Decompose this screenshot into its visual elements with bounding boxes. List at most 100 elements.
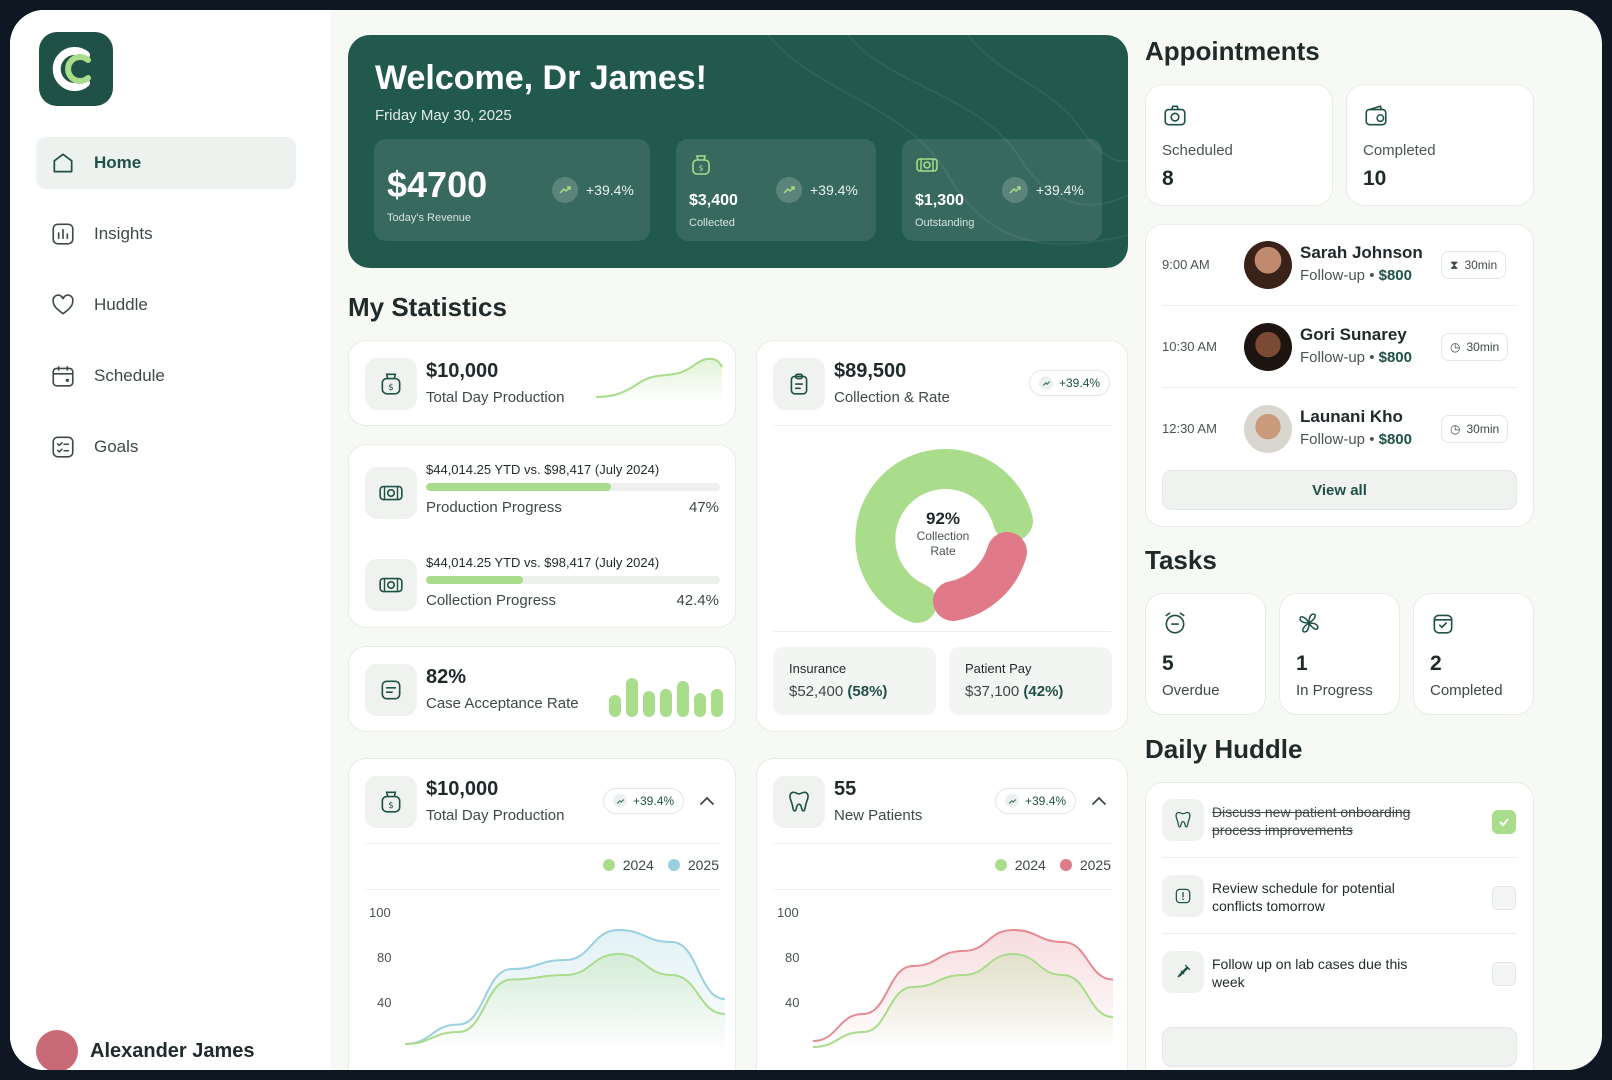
appointment-row[interactable]: 10:30 AM Gori Sunarey Follow-up • $800 ◷… (1162, 307, 1517, 387)
divider (1162, 387, 1517, 388)
series-area-2024 (405, 954, 725, 1049)
revenue-label: Today's Revenue (387, 212, 472, 224)
case-acceptance-bars (609, 678, 723, 717)
collection-label: Collection & Rate (834, 389, 950, 406)
y-tick-label: 40 (785, 995, 800, 1010)
clock-icon: ◷ (1450, 340, 1461, 354)
wallet-check-icon (1365, 105, 1387, 126)
current-date: Friday May 30, 2025 (375, 107, 512, 124)
nav-item-goals[interactable]: Goals (36, 421, 296, 473)
trend-up-icon (552, 177, 578, 203)
collection-progress-fill (426, 576, 524, 584)
nav-label: Home (94, 153, 142, 172)
huddle-checkbox[interactable] (1492, 886, 1516, 910)
calendar-icon (52, 366, 74, 387)
nav-item-home[interactable]: Home (36, 137, 296, 189)
divider (1162, 933, 1517, 934)
alert-icon (1162, 875, 1204, 917)
patients-chart-card: 55 New Patients +39.4% 2024 2025 100 80 … (756, 758, 1128, 1070)
task-count: 2 (1430, 652, 1442, 675)
nav-item-schedule[interactable]: Schedule (36, 350, 296, 402)
pinwheel-icon (1299, 613, 1319, 633)
y-tick-label: 100 (777, 905, 799, 920)
huddle-checkbox[interactable] (1492, 962, 1516, 986)
clipboard-icon (790, 373, 808, 395)
series-line-2024 (813, 952, 1113, 1048)
chevron-up-icon[interactable] (697, 791, 717, 811)
svg-text:$: $ (698, 164, 703, 173)
total-production-card[interactable]: $ $10,000 Total Day Production (348, 340, 736, 426)
series-line-2025 (813, 928, 1113, 1042)
revenue-trend: +39.4% (552, 177, 634, 203)
outstanding-value: $1,300 (915, 192, 964, 209)
nav-item-insights[interactable]: Insights (36, 208, 296, 260)
collected-trend: +39.4% (776, 177, 858, 203)
divider (1162, 857, 1517, 858)
progress-card: $44,014.25 YTD vs. $98,417 (July 2024) P… (348, 444, 736, 628)
patients-label: New Patients (834, 807, 923, 824)
scheduled-card[interactable]: Scheduled 8 (1145, 84, 1333, 206)
appointment-price: $800 (1378, 267, 1412, 284)
app-logo[interactable] (39, 32, 113, 106)
insurance-value: $52,400 (789, 683, 844, 700)
huddle-item[interactable]: Discuss new patient onboarding process i… (1162, 783, 1517, 857)
task-label: Completed (1430, 682, 1503, 699)
collection-progress-percent: 42.4% (676, 592, 719, 609)
legend-item-2025: 2025 (667, 857, 719, 873)
user-profile[interactable]: Alexander James (36, 1030, 255, 1070)
appointments-list-card: 9:00 AM Sarah Johnson Follow-up • $800 ⧗… (1145, 224, 1534, 527)
trend-value: +39.4% (1025, 794, 1067, 808)
huddle-item[interactable]: Review schedule for potential conflicts … (1162, 859, 1517, 933)
svg-text:$: $ (388, 801, 394, 811)
patients-area-chart (813, 928, 1113, 1049)
huddle-item[interactable]: Follow up on lab cases due this week (1162, 935, 1517, 1009)
legend-label: 2024 (1014, 857, 1046, 873)
collected-label: Collected (689, 217, 735, 229)
task-overdue-card[interactable]: 5 Overdue (1145, 593, 1266, 715)
task-completed-card[interactable]: 2 Completed (1413, 593, 1534, 715)
chart-production-label: Total Day Production (426, 807, 565, 824)
y-tick-label: 40 (377, 995, 392, 1010)
nav-item-huddle[interactable]: Huddle (36, 279, 296, 331)
tasks-title: Tasks (1145, 545, 1217, 575)
completed-appointments-card[interactable]: Completed 10 (1346, 84, 1534, 206)
donut-center-label-2: Rate (930, 544, 956, 558)
donut-center-label-1: Collection (916, 529, 970, 543)
scheduled-label: Scheduled (1162, 142, 1233, 159)
legend-item-2025: 2025 (1059, 857, 1111, 873)
insurance-pct: (58%) (847, 683, 888, 700)
collected-card[interactable]: $ $3,400 Collected +39.4% (676, 139, 876, 241)
collection-value: $89,500 (834, 360, 907, 382)
task-count: 1 (1296, 652, 1308, 675)
appointments-title: Appointments (1145, 36, 1320, 66)
task-in-progress-card[interactable]: 1 In Progress (1279, 593, 1400, 715)
task-count: 5 (1162, 652, 1174, 675)
clock-icon: ◷ (1450, 422, 1461, 436)
avatar (1244, 323, 1292, 371)
donut-arc-remaining (933, 532, 1027, 621)
sidebar: Home Insights Huddle Schedule Goals Alex… (10, 10, 330, 1070)
case-acceptance-label: Case Acceptance Rate (426, 695, 579, 712)
app-frame: Home Insights Huddle Schedule Goals Alex… (10, 10, 1602, 1070)
appointment-time: 10:30 AM (1162, 339, 1217, 354)
outstanding-card[interactable]: $1,300 Outstanding +39.4% (902, 139, 1102, 241)
view-all-button[interactable]: View all (1162, 470, 1517, 510)
production-progress-caption: $44,014.25 YTD vs. $98,417 (July 2024) (426, 462, 660, 477)
huddle-more-button[interactable] (1162, 1027, 1517, 1067)
completed-value: 10 (1363, 167, 1387, 190)
case-acceptance-card[interactable]: 82% Case Acceptance Rate (348, 646, 736, 732)
welcome-banner: Welcome, Dr James! Friday May 30, 2025 $… (348, 35, 1128, 268)
syringe-icon (1162, 951, 1204, 993)
patient-pay-amount: $37,100 (42%) (965, 683, 1063, 700)
huddle-checkbox[interactable] (1492, 810, 1516, 834)
revenue-card[interactable]: $4700 Today's Revenue +39.4% (374, 139, 650, 241)
divider (773, 425, 1111, 426)
patient-name: Gori Sunarey (1300, 325, 1407, 344)
patients-trend-pill: +39.4% (995, 788, 1077, 814)
insurance-box: Insurance $52,400 (58%) (773, 647, 936, 715)
chevron-up-icon[interactable] (1089, 791, 1109, 811)
appointment-row[interactable]: 12:30 AM Launani Kho Follow-up • $800 ◷ 3… (1162, 389, 1517, 469)
appointment-row[interactable]: 9:00 AM Sarah Johnson Follow-up • $800 ⧗… (1162, 225, 1517, 305)
nav-label: Goals (94, 437, 139, 456)
collection-donut-chart (855, 449, 1033, 623)
